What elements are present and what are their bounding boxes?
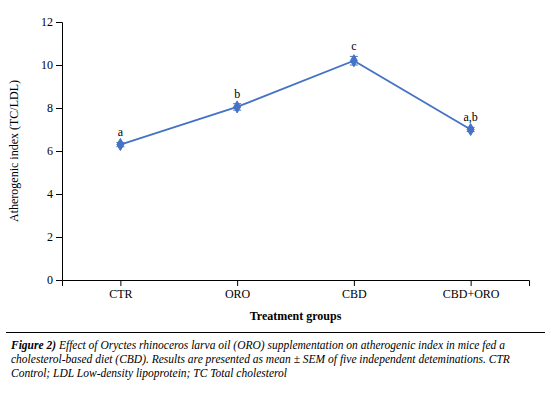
point-label: c bbox=[351, 39, 356, 53]
y-tick-mark bbox=[56, 108, 62, 109]
x-tick: ORO bbox=[225, 280, 251, 301]
point-labels: a b c a,b bbox=[118, 39, 478, 139]
y-tick: 6 bbox=[47, 144, 62, 158]
y-tick-label: 10 bbox=[41, 58, 53, 72]
x-tick: CTR bbox=[109, 280, 132, 301]
y-tick-mark bbox=[56, 194, 62, 195]
marker bbox=[117, 139, 124, 151]
marks bbox=[116, 55, 474, 151]
y-tick-mark bbox=[56, 237, 62, 238]
x-tick: CBD+ORO bbox=[443, 280, 500, 301]
point-label: a bbox=[118, 125, 124, 139]
caption-label: Figure 2) bbox=[11, 339, 56, 351]
point-label: b bbox=[234, 87, 240, 101]
x-tick-mark bbox=[471, 280, 472, 286]
x-tick-mark bbox=[354, 280, 355, 286]
chart: CTR ORO CBD CBD+ORO 0 2 4 6 8 10 12 Treatment group… bbox=[0, 0, 551, 330]
y-tick: 10 bbox=[41, 58, 62, 72]
y-axis-line bbox=[56, 23, 63, 281]
marker bbox=[234, 101, 241, 113]
y-axis: 0 2 4 6 8 10 12 bbox=[41, 15, 63, 287]
y-tick: 8 bbox=[47, 101, 62, 115]
y-tick-label: 0 bbox=[47, 273, 53, 287]
y-tick-mark bbox=[56, 65, 62, 66]
x-axis-line bbox=[63, 281, 530, 287]
x-tick-mark bbox=[120, 280, 121, 286]
y-tick: 2 bbox=[47, 230, 62, 244]
marker bbox=[467, 123, 474, 135]
x-tick-label: CTR bbox=[109, 287, 132, 301]
separator bbox=[6, 332, 545, 333]
x-axis-title: Treatment groups bbox=[250, 309, 342, 323]
caption: Figure 2) Effect of Oryctes rhinoceros l… bbox=[0, 333, 551, 380]
y-tick-label: 4 bbox=[47, 187, 53, 201]
y-tick: 12 bbox=[41, 15, 62, 29]
plot: CTR ORO CBD CBD+ORO 0 2 4 6 8 10 12 Treatment group… bbox=[7, 15, 530, 323]
y-tick-label: 2 bbox=[47, 230, 53, 244]
line bbox=[120, 61, 470, 145]
x-tick-mark bbox=[237, 280, 238, 286]
caption-text: Effect of Oryctes rhinoceros larva oil (… bbox=[11, 339, 513, 379]
x-tick-label: ORO bbox=[225, 287, 251, 301]
y-tick-label: 12 bbox=[41, 15, 53, 29]
y-tick-label: 6 bbox=[47, 144, 53, 158]
x-tick-label: CBD bbox=[342, 287, 367, 301]
y-tick-mark bbox=[56, 151, 62, 152]
y-tick: 4 bbox=[47, 187, 62, 201]
y-tick-mark bbox=[56, 22, 62, 23]
y-tick-mark bbox=[56, 280, 62, 281]
x-tick: CBD bbox=[342, 280, 367, 301]
point-label: a,b bbox=[463, 110, 477, 124]
y-axis-title: Atherogenic index (TC/LDL) bbox=[7, 80, 21, 222]
x-tick-label: CBD+ORO bbox=[443, 287, 500, 301]
y-tick: 0 bbox=[47, 273, 62, 287]
marker bbox=[350, 55, 357, 67]
y-tick-label: 8 bbox=[47, 101, 53, 115]
x-axis: CTR ORO CBD CBD+ORO bbox=[63, 280, 530, 301]
